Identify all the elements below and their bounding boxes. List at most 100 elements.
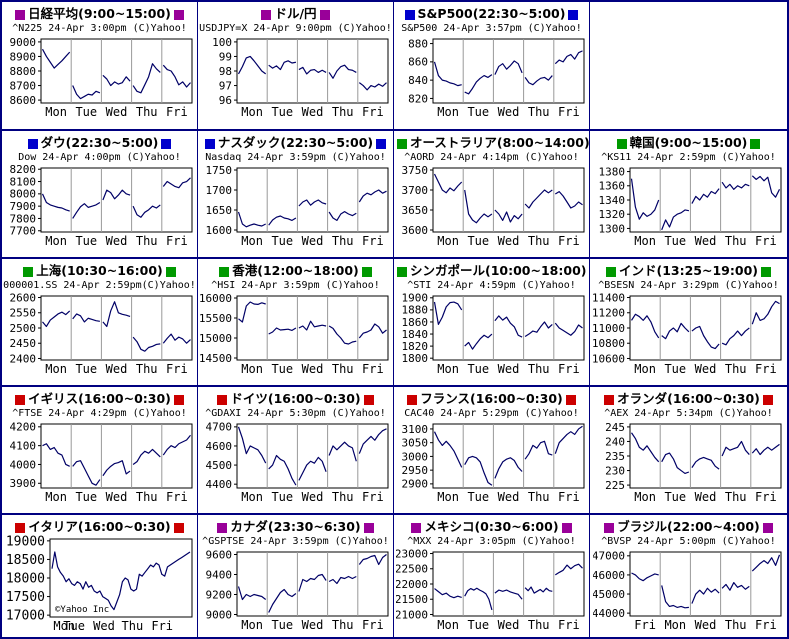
mini-line-chart: 16000 15500 15000 14500 Mon Tue Wed Thu Fri [200,292,389,376]
svg-text:1360: 1360 [599,180,626,193]
chart-title: 韓国(9:00~15:00) [629,135,748,150]
svg-text:7800: 7800 [10,212,37,225]
svg-text:Wed: Wed [93,619,115,633]
chart-subtitle: ^AEX 24-Apr 5:34pm (C)Yahoo! [604,408,773,419]
svg-text:880: 880 [408,37,428,50]
chart-cell-0[interactable]: 日経平均(9:00~15:00) ^N225 24-Apr 3:00pm (C)… [2,2,198,131]
svg-text:Thu: Thu [136,105,158,119]
svg-text:8200: 8200 [10,164,37,176]
svg-text:Mon: Mon [437,105,459,119]
left-marker-icon [606,266,616,277]
chart-cell-6[interactable]: オーストラリア(8:00~14:00) ^AORD 24-Apr 4:14pm … [394,131,590,259]
svg-text:Thu: Thu [725,618,747,632]
left-marker-icon [219,266,230,277]
chart-title-row: ドル/円 [198,5,393,22]
svg-text:Mon: Mon [45,105,67,119]
svg-text:Mon: Mon [437,490,459,504]
svg-text:Tue: Tue [467,362,489,376]
chart-cell-19[interactable]: ブラジル(22:00~4:00) ^BVSP 24-Apr 5:00pm (C)… [590,515,787,637]
svg-text:8100: 8100 [10,175,37,188]
chart-cell-2[interactable]: S&P500(22:30~5:00) S&P500 24-Apr 3:57pm … [394,2,590,131]
mini-line-chart: 4200 4100 4000 3900 Mon Tue Wed Thu Fri [10,421,193,504]
svg-text:Wed: Wed [302,105,324,119]
svg-text:15500: 15500 [200,312,232,325]
chart-title-row: シンガポール(10:00~18:00) [394,262,589,279]
svg-text:Wed: Wed [498,234,520,248]
chart-subtitle: USDJPY=X 24-Apr 9:00pm (C)Yahoo! [199,23,392,34]
chart-cell-5[interactable]: ナスダック(22:30~5:00) Nasdaq 24-Apr 3:59pm (… [198,131,394,259]
left-marker-icon [604,522,615,533]
svg-text:Tue: Tue [75,362,97,376]
svg-text:47000: 47000 [593,550,625,563]
chart-cell-13[interactable]: ドイツ(16:00~0:30) ^GDAXI 24-Apr 5:30pm (C)… [198,387,394,515]
chart-title-row: オランダ(16:00~0:30) [590,390,787,407]
right-marker-icon [750,138,761,149]
svg-text:Thu: Thu [725,490,747,504]
svg-text:1380: 1380 [599,165,626,178]
svg-text:44000: 44000 [593,607,625,620]
chart-cell-15[interactable]: オランダ(16:00~0:30) ^AEX 24-Apr 5:34pm (C)Y… [590,387,787,515]
svg-text:23000: 23000 [396,548,428,560]
chart-title-row: オーストラリア(8:00~14:00) [394,134,589,151]
chart-cell-9[interactable]: 香港(12:00~18:00) ^HSI 24-Apr 3:59pm (C)Ya… [198,259,394,387]
chart-title: ドイツ(16:00~0:30) [230,391,361,406]
svg-text:18000: 18000 [6,572,45,587]
svg-text:4200: 4200 [10,421,37,434]
chart-subtitle: ^FTSE 24-Apr 4:29pm (C)Yahoo! [12,408,187,419]
chart-cell-17[interactable]: カナダ(23:30~6:30) ^GSPTSE 24-Apr 3:59pm (C… [198,515,394,637]
chart-title: インド(13:25~19:00) [619,263,758,278]
svg-text:Thu: Thu [332,105,354,119]
svg-text:9200: 9200 [206,588,233,601]
chart-title: カナダ(23:30~6:30) [230,519,361,534]
svg-text:9000: 9000 [206,608,233,621]
chart-subtitle: ^STI 24-Apr 4:59pm (C)Yahoo! [407,280,576,291]
left-marker-icon [217,394,228,405]
chart-title: オランダ(16:00~0:30) [617,391,760,406]
chart-title: イギリス(16:00~0:30) [28,391,171,406]
svg-text:3750: 3750 [402,164,429,177]
chart-subtitle: Dow 24-Apr 4:00pm (C)Yahoo! [18,152,181,163]
left-marker-icon [204,138,215,149]
chart-cell-4[interactable]: ダウ(22:30~5:00) Dow 24-Apr 4:00pm (C)Yaho… [2,131,198,259]
svg-text:235: 235 [605,450,625,463]
svg-text:2550: 2550 [10,307,37,320]
right-marker-icon [165,266,176,277]
chart-title: ブラジル(22:00~4:00) [617,519,760,534]
svg-text:245: 245 [605,421,625,434]
chart-cell-1[interactable]: ドル/円 USDJPY=X 24-Apr 9:00pm (C)Yahoo! 10… [198,2,394,131]
svg-text:Wed: Wed [302,362,324,376]
chart-cell-10[interactable]: シンガポール(10:00~18:00) ^STI 24-Apr 4:59pm (… [394,259,590,387]
svg-text:Tue: Tue [75,490,97,504]
svg-text:840: 840 [408,74,428,87]
svg-text:1300: 1300 [599,222,626,235]
chart-title: メキシコ(0:30~6:00) [424,519,559,534]
svg-text:1900: 1900 [402,292,429,305]
chart-cell-14[interactable]: フランス(16:00~0:30) CAC40 24-Apr 5:29pm (C)… [394,387,590,515]
chart-subtitle: ^KS11 24-Apr 2:59pm (C)Yahoo! [601,152,776,163]
chart-cell-8[interactable]: 上海(10:30~16:00) 000001.SS 24-Apr 2:59pm(… [2,259,198,387]
chart-cell-11[interactable]: インド(13:25~19:00) ^BSESN 24-Apr 3:29pm (C… [590,259,787,387]
chart-title-row: 香港(12:00~18:00) [198,262,393,279]
svg-text:Mon: Mon [53,619,75,633]
chart-cell-7[interactable]: 韓国(9:00~15:00) ^KS11 24-Apr 2:59pm (C)Ya… [590,131,787,259]
svg-text:98: 98 [219,65,232,78]
chart-title-row: ダウ(22:30~5:00) [2,134,197,151]
svg-text:1700: 1700 [206,184,233,197]
svg-text:Mon: Mon [437,362,459,376]
left-marker-icon [15,394,26,405]
svg-text:820: 820 [408,92,428,105]
chart-cell-16[interactable]: イタリア(16:00~0:30) 19000 18500 18000 17500 170… [2,515,198,637]
svg-text:8900: 8900 [10,50,37,63]
svg-text:Fri: Fri [362,234,384,248]
svg-text:3700: 3700 [402,184,429,197]
svg-text:Thu: Thu [528,234,550,248]
chart-cell-12[interactable]: イギリス(16:00~0:30) ^FTSE 24-Apr 4:29pm (C)… [2,387,198,515]
svg-text:8700: 8700 [10,79,37,92]
left-marker-icon [27,138,38,149]
svg-text:Fri: Fri [755,490,777,504]
chart-cell-18[interactable]: メキシコ(0:30~6:00) ^MXX 24-Apr 3:05pm (C)Ya… [394,515,590,637]
mini-line-chart: 4700 4600 4500 4400 Mon Tue Wed Thu Fri [206,421,389,504]
chart-subtitle: ^BVSP 24-Apr 5:00pm (C)Yahoo! [601,536,776,547]
